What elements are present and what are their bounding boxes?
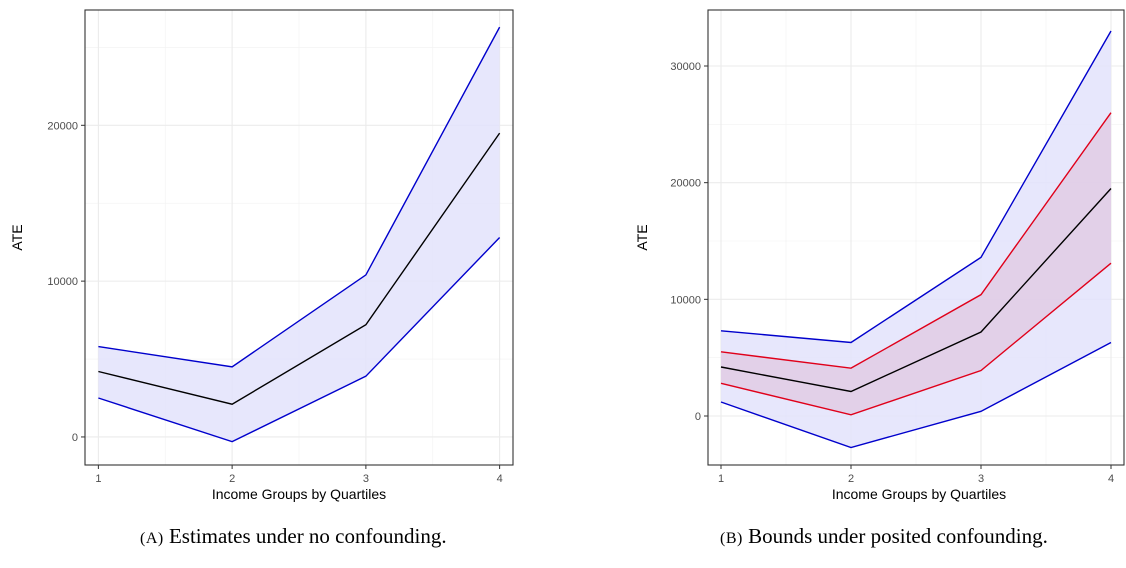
x-tick-label: 4 xyxy=(497,473,503,485)
caption-a: (A) Estimates under no confounding. xyxy=(140,524,447,549)
x-axis-title: Income Groups by Quartiles xyxy=(832,486,1006,502)
y-tick-label: 10000 xyxy=(670,294,701,306)
y-tick-label: 20000 xyxy=(670,178,701,190)
x-tick-label: 3 xyxy=(978,473,984,485)
x-tick-label: 2 xyxy=(848,473,854,485)
series-line-0 xyxy=(98,132,501,405)
panel-border xyxy=(707,9,1125,466)
panel-border xyxy=(84,9,514,466)
y-tick-label: 20000 xyxy=(47,120,78,132)
x-axis-title: Income Groups by Quartiles xyxy=(212,486,386,502)
x-tick-label: 4 xyxy=(1108,473,1114,485)
band-fill-0 xyxy=(98,27,500,442)
caption-b: (B) Bounds under posited confounding. xyxy=(720,524,1048,549)
y-tick-label: 30000 xyxy=(670,61,701,73)
band-fill-1 xyxy=(721,112,1111,415)
caption-b-label: (B) xyxy=(720,530,743,547)
band-upper-line-1 xyxy=(720,112,1112,369)
caption-a-label: (A) xyxy=(140,530,164,547)
chart-panel-b: 1 2 3 4 0 10000 20000 30000 Income Groups by Qua… xyxy=(634,9,1125,502)
y-axis-title: ATE xyxy=(9,224,25,250)
chart-panel-a: 1 2 3 4 0 10000 20000 Income Groups by Quartile… xyxy=(9,9,514,502)
band-lower-line-0 xyxy=(720,341,1112,449)
y-tick-label: 0 xyxy=(695,411,701,423)
band-upper-line-0 xyxy=(720,30,1112,344)
band-lower-line-0 xyxy=(98,237,501,443)
caption-a-text: Estimates under no confounding. xyxy=(168,524,447,548)
band-upper-line-0 xyxy=(98,26,501,368)
y-tick-label: 10000 xyxy=(47,276,78,288)
series-line-0 xyxy=(720,188,1112,393)
band-lower-line-1 xyxy=(720,262,1112,416)
x-tick-label: 3 xyxy=(363,473,369,485)
y-tick-label: 0 xyxy=(72,432,78,444)
x-tick-label: 2 xyxy=(229,473,235,485)
y-axis-title: ATE xyxy=(634,224,650,250)
x-tick-label: 1 xyxy=(718,473,724,485)
caption-b-text: Bounds under posited confounding. xyxy=(748,524,1048,548)
x-tick-label: 1 xyxy=(95,473,101,485)
